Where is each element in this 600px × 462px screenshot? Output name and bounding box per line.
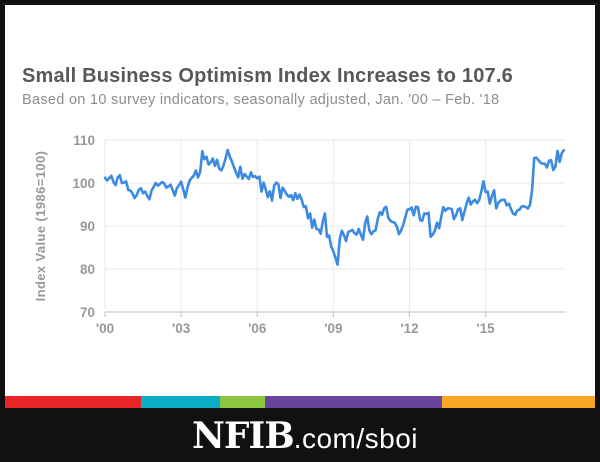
- y-axis-title: Index Value (1986=100): [33, 151, 48, 302]
- stripe-segment-1: [5, 396, 141, 408]
- y-tick-label-80: 80: [80, 262, 95, 277]
- x-tick-label-'00: '00: [96, 321, 114, 336]
- nfib-logo: NFIB .com/sboi: [192, 415, 418, 457]
- footer-color-stripe: [5, 396, 595, 408]
- stripe-segment-5: [442, 396, 595, 408]
- footer-bar: NFIB .com/sboi: [5, 408, 595, 457]
- chart-tick-labels: 110 100 90 80 70'00 '03 '06 '09 '12 '15: [72, 133, 495, 336]
- x-tick-label-'09: '09: [324, 321, 342, 336]
- optimism-index-line: [103, 148, 566, 267]
- x-tick-label-'03: '03: [172, 321, 191, 336]
- stripe-segment-4: [265, 396, 442, 408]
- nfib-logo-wordmark: NFIB: [191, 414, 295, 457]
- nfib-logo-domain: .com/sboi: [293, 422, 419, 454]
- stripe-segment-3: [220, 396, 265, 408]
- chart-gridlines: [104, 139, 565, 313]
- chart-axis: [104, 312, 487, 317]
- stripe-segment-2: [141, 396, 220, 408]
- y-tick-label-100: 100: [72, 176, 95, 191]
- x-tick-label-'15: '15: [476, 321, 495, 336]
- x-tick-label-'06: '06: [248, 321, 267, 336]
- header: Small Business Optimism Index Increases …: [22, 65, 582, 108]
- y-tick-label-90: 90: [80, 219, 95, 234]
- page-title: Small Business Optimism Index Increases …: [22, 65, 513, 87]
- page-subtitle: Based on 10 survey indicators, seasonall…: [22, 92, 500, 108]
- y-tick-label-110: 110: [73, 133, 95, 148]
- x-tick-label-'12: '12: [400, 321, 418, 336]
- chart-svg: 110 100 90 80 70'00 '03 '06 '09 '12 '15 Index Val…: [33, 133, 566, 336]
- y-tick-label-70: 70: [80, 305, 95, 320]
